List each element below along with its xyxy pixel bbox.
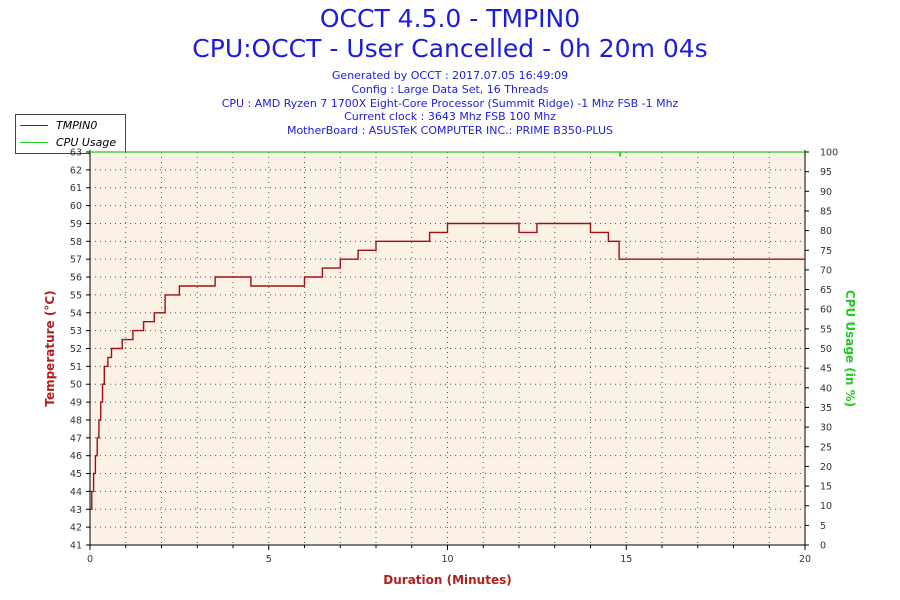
y2-tick-label: 55 <box>820 324 832 335</box>
y2-tick-label: 65 <box>820 285 832 296</box>
legend-entry-cpu-usage: CPU Usage <box>20 135 116 149</box>
y-tick-label: 53 <box>70 326 82 337</box>
y2-tick-label: 85 <box>820 206 832 217</box>
y2-tick-label: 35 <box>820 403 832 414</box>
y-tick-label: 49 <box>70 398 82 409</box>
legend-label-cpu-usage: CPU Usage <box>56 135 117 149</box>
y2-tick-label: 40 <box>820 383 832 394</box>
y2-tick-label: 0 <box>820 541 826 552</box>
plot-area <box>90 152 805 545</box>
y-tick-label: 50 <box>70 380 82 391</box>
legend-swatch-tmpin0 <box>20 124 48 126</box>
y2-tick-label: 60 <box>820 305 832 316</box>
y2-tick-label: 20 <box>820 462 832 473</box>
y-tick-label: 55 <box>70 290 82 301</box>
y2-tick-label: 5 <box>820 521 826 532</box>
y-tick-label: 63 <box>70 148 82 159</box>
y-tick-label: 56 <box>70 273 82 284</box>
legend-entry-tmpin0: TMPIN0 <box>20 118 97 132</box>
info-block: Generated by OCCT : 2017.07.05 16:49:09 … <box>0 69 900 138</box>
y-tick-label: 54 <box>70 308 82 319</box>
x-axis-label: Duration (Minutes) <box>383 573 511 587</box>
y2-tick-label: 90 <box>820 187 832 198</box>
y2-tick-label: 95 <box>820 167 832 178</box>
series-line-cpu-usage <box>90 151 805 157</box>
x-tick-label: 15 <box>620 554 632 565</box>
info-line-generated: Generated by OCCT : 2017.07.05 16:49:09 <box>331 69 569 82</box>
y2-tick-label: 100 <box>820 148 838 159</box>
y-tick-label: 46 <box>70 451 82 462</box>
y-tick-label: 45 <box>70 469 82 480</box>
y-tick-label: 42 <box>70 523 82 534</box>
y-tick-label: 41 <box>70 541 82 552</box>
y-tick-label: 59 <box>70 219 82 230</box>
x-tick-label: 5 <box>266 554 272 565</box>
x-tick-label: 10 <box>441 554 453 565</box>
info-line-cpu: CPU : AMD Ryzen 7 1700X Eight-Core Proce… <box>221 96 679 110</box>
y2-tick-label: 25 <box>820 442 832 453</box>
y-tick-label: 44 <box>70 487 82 498</box>
info-line-config: Config : Large Data Set, 16 Threads <box>351 82 549 96</box>
chart-subtitle: CPU:OCCT - User Cancelled - 0h 20m 04s <box>192 34 708 63</box>
series-line-tmpin0 <box>90 222 805 510</box>
y2-tick-label: 45 <box>820 364 832 375</box>
chart-legend: TMPIN0 CPU Usage <box>15 114 126 154</box>
legend-swatch-cpu-usage <box>20 141 48 143</box>
y-tick-label: 57 <box>70 255 82 266</box>
y2-tick-label: 70 <box>820 265 832 276</box>
y-tick-label: 58 <box>70 237 82 248</box>
y-tick-label: 60 <box>70 201 82 212</box>
chart-title: OCCT 4.5.0 - TMPIN0 <box>319 4 581 33</box>
y2-tick-label: 30 <box>820 423 832 434</box>
y-axis-label: Temperature (°C) <box>43 290 57 406</box>
x-tick-label: 20 <box>799 554 811 565</box>
y-tick-label: 43 <box>70 505 82 516</box>
y-tick-label: 61 <box>70 183 82 194</box>
y-tick-label: 47 <box>70 433 82 444</box>
y2-tick-label: 75 <box>820 246 832 257</box>
y2-axis-label: CPU Usage (in %) <box>843 290 857 407</box>
y-tick-label: 48 <box>70 415 82 426</box>
x-tick-label: 0 <box>87 554 93 565</box>
y-tick-label: 51 <box>70 362 82 373</box>
info-line-motherboard: MotherBoard : ASUSTeK COMPUTER INC.: PRI… <box>286 124 614 138</box>
y-tick-label: 52 <box>70 344 82 355</box>
y2-tick-label: 80 <box>820 226 832 237</box>
y2-tick-label: 10 <box>820 501 832 512</box>
y2-tick-label: 50 <box>820 344 832 355</box>
info-line-clock: Current clock : 3643 Mhz FSB 100 Mhz <box>344 110 556 124</box>
legend-label-tmpin0: TMPIN0 <box>56 118 98 132</box>
y-tick-label: 62 <box>70 165 82 176</box>
y2-tick-label: 15 <box>820 482 832 493</box>
